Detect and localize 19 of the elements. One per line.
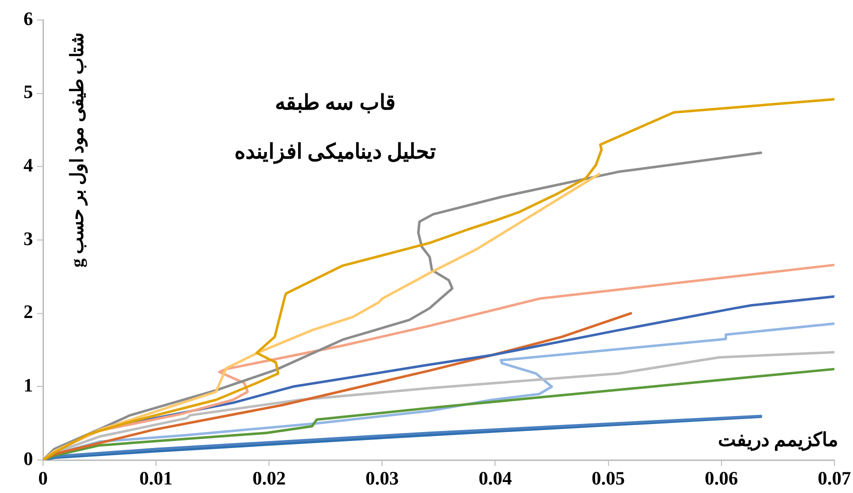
y-axis-title: شتاب طیفی مود اول بر حسب g xyxy=(66,32,88,268)
y-tick-label: 6 xyxy=(24,8,33,30)
y-tick-label: 4 xyxy=(24,156,34,177)
x-tick-label: 0.01 xyxy=(139,468,173,490)
x-tick-label: 0.06 xyxy=(704,468,738,490)
y-tick-label: 1 xyxy=(24,376,33,397)
y-tick-label: 5 xyxy=(24,82,33,104)
y-tick-label: 0 xyxy=(24,448,33,470)
text: قاب سه طبقه xyxy=(274,90,396,116)
text: تحلیل دینامیکی افزاینده xyxy=(234,140,436,164)
x-tick-label: 0.03 xyxy=(366,468,399,490)
y-tick-label: 2 xyxy=(24,302,33,324)
x-tick-label: 0.07 xyxy=(818,468,852,490)
x-tick-label: 0 xyxy=(38,468,48,490)
y-tick-label: 3 xyxy=(24,228,33,250)
x-tick-label: 0.04 xyxy=(478,468,512,490)
x-tick-label: 0.02 xyxy=(252,468,286,490)
x-tick-label: 0.05 xyxy=(592,468,625,490)
x-axis-title: ماکزیمم دریفت xyxy=(718,429,838,452)
